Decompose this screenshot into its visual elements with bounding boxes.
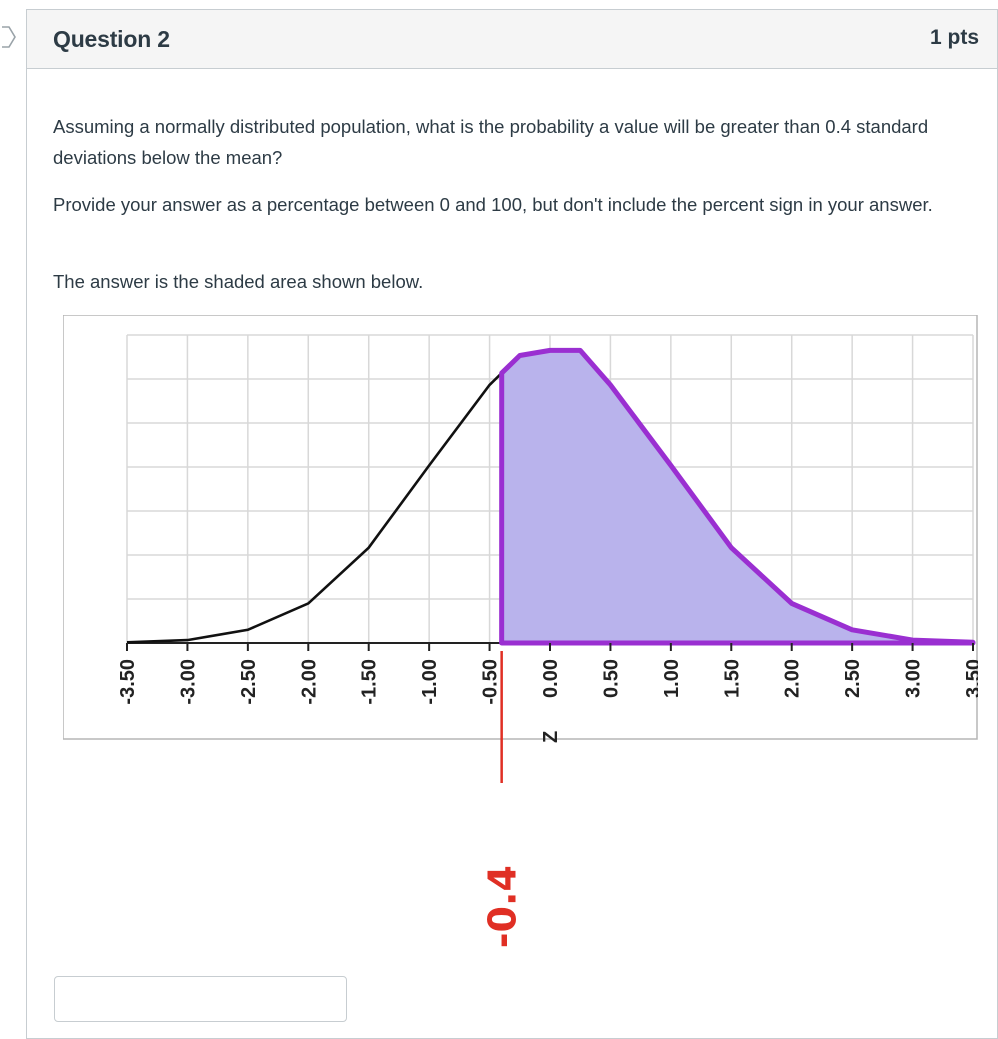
x-tick-label: 2.50 [842, 659, 864, 698]
shaded-area-outline [499, 347, 976, 646]
density-curve [126, 372, 503, 644]
x-tick-label: 1.00 [661, 659, 683, 698]
x-tick-label: 3.00 [903, 659, 925, 698]
x-tick-label: 0.50 [600, 659, 622, 698]
question-prompt: Assuming a normally distributed populati… [53, 116, 929, 168]
question-points: 1 pts [929, 26, 979, 49]
question-instructions: Provide your answer as a percentage betw… [53, 194, 933, 215]
x-tick-label: -1.00 [419, 659, 441, 705]
normal-distribution-chart: -3.50 -3.00 -2.50 -2.00 -1.50 -1.00 -0.50 0.00 0… [62, 314, 985, 1021]
question-note: The answer is the shaded area shown belo… [53, 271, 424, 292]
x-tick-label: 2.00 [782, 659, 804, 698]
x-tick-label: -1.50 [359, 659, 381, 705]
x-tick-label: -2.00 [298, 659, 320, 705]
answer-input[interactable] [54, 976, 347, 1022]
x-tick-label: -3.50 [117, 659, 139, 705]
x-tick-label: 0.00 [540, 659, 562, 698]
shaded-area [501, 350, 973, 643]
z-annotation: Z= -0.4 [481, 865, 525, 955]
x-tick-label: 1.50 [721, 659, 743, 698]
axis-label-z: Z [540, 731, 562, 743]
chevron-right-icon[interactable] [0, 26, 16, 48]
question-header: Question 2 1 pts [27, 10, 997, 69]
x-tick-label: -2.50 [238, 659, 260, 705]
x-tick-label: -3.00 [177, 659, 199, 705]
x-tick-label: -0.50 [480, 659, 502, 705]
question-card: Question 2 1 pts Assuming a normally dis… [26, 9, 998, 1039]
question-title: Question 2 [53, 26, 170, 52]
x-tick-label: 3.50 [963, 659, 978, 698]
